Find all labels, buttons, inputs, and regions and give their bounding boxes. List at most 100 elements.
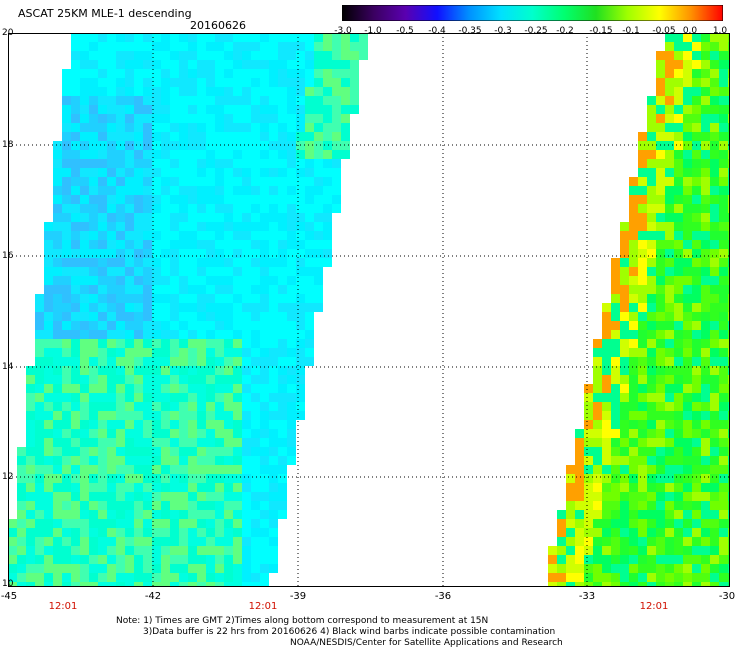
swath-cell [152,258,161,267]
map-frame [8,33,730,587]
swath-cell [134,168,143,177]
swath-cell [593,375,602,384]
swath-cell [35,465,44,474]
swath-cell [287,438,296,447]
swath-cell [206,582,215,587]
swath-cell [134,285,143,294]
swath-cell [665,411,674,420]
swath-cell [602,339,611,348]
swath-cell [71,420,80,429]
swath-cell [719,87,728,96]
swath-cell [719,402,728,411]
swath-cell [206,312,215,321]
swath-cell [152,87,161,96]
swath-cell [134,447,143,456]
swath-cell [656,474,665,483]
swath-cell [26,402,35,411]
swath-cell [665,123,674,132]
swath-cell [251,546,260,555]
swath-cell [179,258,188,267]
swath-cell [53,321,62,330]
swath-cell [215,168,224,177]
swath-cell [278,456,287,465]
swath-cell [584,438,593,447]
swath-cell [152,384,161,393]
swath-cell [710,87,719,96]
swath-cell [620,357,629,366]
swath-cell [674,141,683,150]
swath-cell [611,402,620,411]
swath-cell [71,150,80,159]
swath-cell [188,321,197,330]
swath-cell [296,321,305,330]
swath-cell [260,339,269,348]
swath-cell [116,375,125,384]
swath-cell [647,222,656,231]
swath-cell [44,276,53,285]
swath-cell [197,465,206,474]
swath-cell [161,267,170,276]
swath-cell [611,321,620,330]
swath-cell [638,330,647,339]
swath-cell [305,303,314,312]
swath-cell [170,546,179,555]
swath-cell [161,366,170,375]
swath-cell [251,78,260,87]
swath-cell [269,339,278,348]
swath-cell [98,303,107,312]
swath-cell [359,42,368,51]
swath-cell [656,60,665,69]
swath-cell [269,447,278,456]
swath-cell [674,411,683,420]
swath-cell [134,159,143,168]
swath-cell [305,78,314,87]
swath-cell [719,177,728,186]
swath-cell [305,186,314,195]
swath-cell [701,240,710,249]
swath-cell [224,132,233,141]
swath-cell [53,141,62,150]
swath-cell [44,447,53,456]
swath-cell [152,204,161,213]
swath-cell [242,60,251,69]
swath-cell [674,564,683,573]
swath-cell [710,582,719,587]
swath-cell [638,501,647,510]
swath-cell [629,447,638,456]
swath-cell [269,303,278,312]
swath-cell [620,447,629,456]
swath-cell [701,564,710,573]
swath-cell [197,177,206,186]
swath-cell [692,51,701,60]
swath-cell [305,96,314,105]
swath-cell [98,555,107,564]
swath-cell [152,231,161,240]
swath-cell [62,321,71,330]
swath-cell [269,195,278,204]
swath-cell [629,384,638,393]
swath-cell [224,78,233,87]
swath-cell [80,555,89,564]
swath-cell [674,447,683,456]
swath-cell [197,456,206,465]
swath-cell [224,393,233,402]
swath-cell [332,33,341,42]
swath-cell [305,60,314,69]
swath-cell [188,195,197,204]
swath-cell [278,285,287,294]
swath-cell [629,276,638,285]
swath-cell [305,348,314,357]
swath-cell [188,87,197,96]
swath-cell [233,276,242,285]
swath-cell [224,177,233,186]
swath-cell [665,87,674,96]
swath-cell [701,51,710,60]
swath-cell [98,537,107,546]
swath-cell [314,186,323,195]
swath-cell [170,492,179,501]
swath-cell [251,150,260,159]
swath-cell [98,420,107,429]
swath-cell [233,456,242,465]
swath-cell [143,114,152,123]
swath-cell [170,177,179,186]
